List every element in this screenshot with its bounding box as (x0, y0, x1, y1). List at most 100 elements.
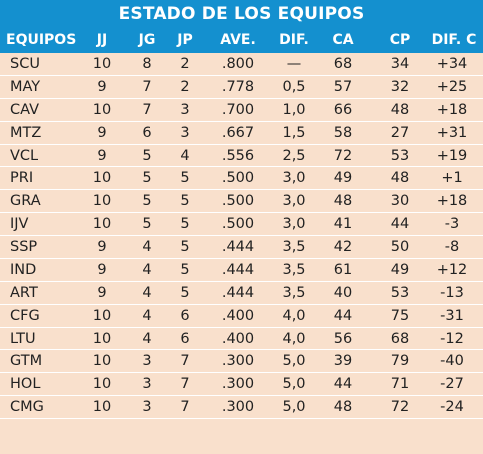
games-lost-cell: 6 (180, 307, 190, 324)
average-cell: .500 (221, 216, 255, 233)
average-cell: .444 (221, 284, 255, 301)
runs-scored-cell: 57 (333, 78, 353, 95)
run-differential-cell: -24 (440, 399, 464, 416)
run-differential-cell: +31 (436, 124, 468, 141)
games-won-cell: 8 (142, 56, 152, 72)
runs-scored-cell: 68 (333, 56, 353, 72)
games-won-cell: 3 (142, 353, 152, 370)
games-played-cell: 10 (92, 193, 112, 210)
table-row: IJV 10 5 5 .500 3,0 41 44 -3 (0, 213, 483, 236)
runs-allowed-cell: 49 (390, 261, 410, 278)
header-runs-scored: CA (332, 32, 354, 48)
runs-scored-cell: 44 (333, 376, 353, 393)
games-behind-cell: 4,0 (282, 307, 306, 324)
run-differential-cell: -31 (440, 307, 464, 324)
runs-allowed-cell: 50 (390, 239, 410, 255)
games-lost-cell: 4 (180, 147, 190, 164)
games-lost-cell: 5 (180, 193, 190, 210)
run-differential-cell: +12 (436, 261, 468, 278)
team-cell: CMG (10, 399, 44, 416)
games-lost-cell: 5 (180, 284, 190, 301)
runs-scored-cell: 48 (333, 193, 353, 210)
average-cell: .300 (221, 376, 255, 393)
average-cell: .300 (221, 399, 255, 416)
runs-allowed-cell: 53 (390, 147, 410, 164)
team-cell: ART (10, 284, 38, 301)
games-played-cell: 10 (92, 56, 112, 72)
average-cell: .700 (221, 101, 255, 118)
runs-allowed-cell: 27 (390, 124, 410, 141)
games-lost-cell: 7 (180, 353, 190, 370)
table-row: SSP 9 4 5 .444 3,5 42 50 -8 (0, 236, 483, 259)
team-cell: LTU (10, 330, 36, 347)
team-cell: HOL (10, 376, 41, 393)
games-lost-cell: 2 (180, 56, 190, 72)
run-differential-cell: +1 (441, 170, 463, 187)
runs-scored-cell: 41 (333, 216, 353, 233)
team-cell: CFG (10, 307, 40, 324)
games-played-cell: 9 (97, 147, 107, 164)
games-played-cell: 9 (97, 261, 107, 278)
run-differential-cell: +25 (436, 78, 468, 95)
games-behind-cell: 3,5 (282, 239, 306, 255)
runs-allowed-cell: 48 (390, 170, 410, 187)
games-behind-cell: 3,0 (282, 170, 306, 187)
games-played-cell: 10 (92, 330, 112, 347)
games-won-cell: 5 (142, 216, 152, 233)
team-cell: PRI (10, 170, 34, 187)
games-lost-cell: 6 (180, 330, 190, 347)
header-run-differential: DIF. C (431, 32, 477, 48)
average-cell: .778 (221, 78, 255, 95)
games-behind-cell: — (286, 56, 302, 72)
runs-allowed-cell: 71 (390, 376, 410, 393)
games-lost-cell: 7 (180, 376, 190, 393)
games-won-cell: 4 (142, 239, 152, 255)
games-won-cell: 7 (142, 78, 152, 95)
table-row: IND 9 4 5 .444 3,5 61 49 +12 (0, 259, 483, 282)
games-behind-cell: 4,0 (282, 330, 306, 347)
average-cell: .500 (221, 193, 255, 210)
header-games-behind: DIF. (279, 32, 309, 48)
games-behind-cell: 0,5 (282, 78, 306, 95)
games-played-cell: 10 (92, 170, 112, 187)
games-played-cell: 10 (92, 399, 112, 416)
games-played-cell: 9 (97, 78, 107, 95)
runs-scored-cell: 44 (333, 307, 353, 324)
team-cell: MAY (10, 78, 41, 95)
runs-scored-cell: 42 (333, 239, 353, 255)
header-row: EQUIPOS JJ JG JP AVE. DIF. CA CP DIF. C (0, 28, 483, 53)
table-row: SCU 10 8 2 .800 — 68 34 +34 (0, 53, 483, 76)
table-row: CAV 10 7 3 .700 1,0 66 48 +18 (0, 99, 483, 122)
table-row: ART 9 4 5 .444 3,5 40 53 -13 (0, 282, 483, 305)
table-row: MTZ 9 6 3 .667 1,5 58 27 +31 (0, 122, 483, 145)
title-bar: ESTADO DE LOS EQUIPOS (0, 0, 483, 28)
games-won-cell: 5 (142, 170, 152, 187)
header-games-played: JJ (96, 32, 108, 48)
header-average: AVE. (220, 32, 256, 48)
table-row: MAY 9 7 2 .778 0,5 57 32 +25 (0, 76, 483, 99)
run-differential-cell: -40 (440, 353, 464, 370)
table-row: GRA 10 5 5 .500 3,0 48 30 +18 (0, 190, 483, 214)
games-won-cell: 5 (142, 193, 152, 210)
team-cell: VCL (10, 147, 39, 164)
header-games-lost: JP (177, 32, 193, 48)
games-won-cell: 5 (142, 147, 152, 164)
run-differential-cell: +18 (436, 193, 468, 210)
table-body: SCU 10 8 2.800—68 34 +34 MAY 9 7 2.778 0,5 57 32 +25 C… (0, 53, 483, 419)
team-cell: IJV (10, 216, 29, 233)
games-behind-cell: 3,5 (282, 261, 306, 278)
run-differential-cell: +18 (436, 101, 468, 118)
games-won-cell: 6 (142, 124, 152, 141)
table-row: VCL 9 5 4 .556 2,5 72 53 +19 (0, 145, 483, 168)
games-played-cell: 10 (92, 376, 112, 393)
runs-scored-cell: 49 (333, 170, 353, 187)
runs-scored-cell: 40 (333, 284, 353, 301)
runs-allowed-cell: 30 (390, 193, 410, 210)
games-won-cell: 4 (142, 307, 152, 324)
table-row: PRI 10 5 5 .500 3,0 49 48 +1 (0, 167, 483, 191)
table-row: LTU 10 4 6 .400 4,0 56 68 -12 (0, 328, 483, 351)
games-lost-cell: 3 (180, 101, 190, 118)
run-differential-cell: +19 (436, 147, 468, 164)
games-played-cell: 9 (97, 124, 107, 141)
